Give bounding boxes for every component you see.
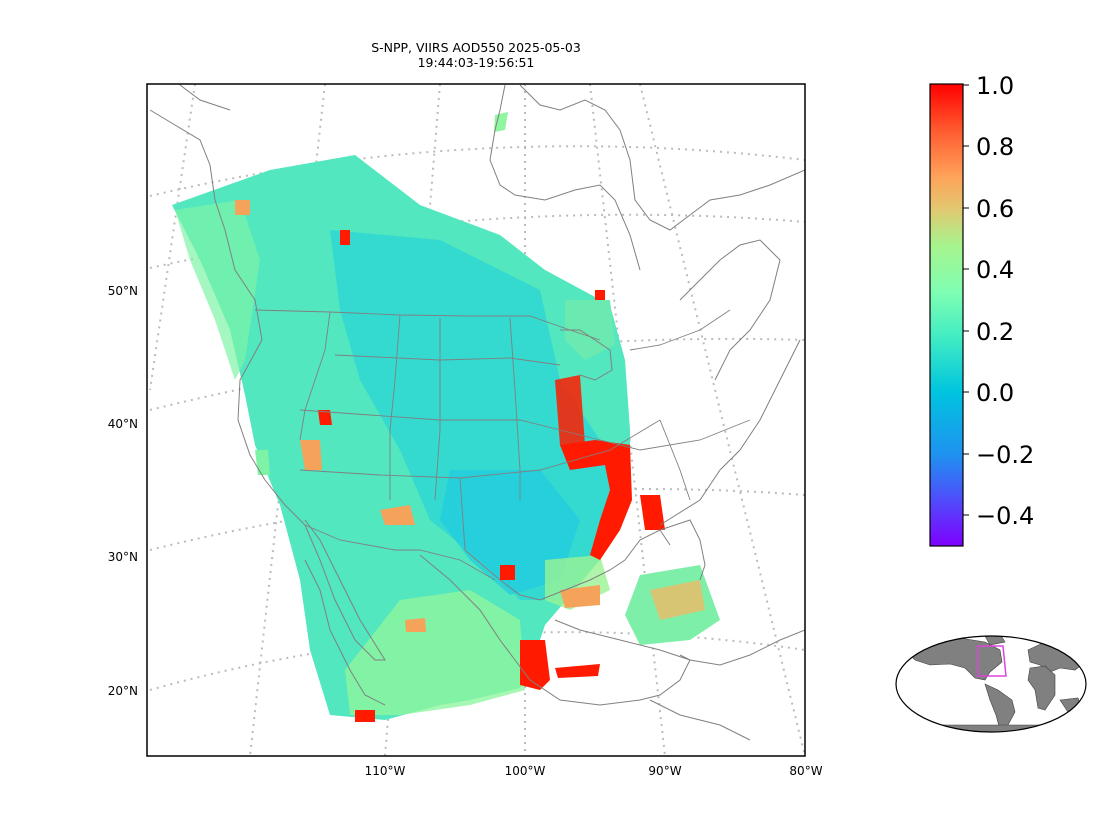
coastline-labrador xyxy=(679,239,781,381)
aod-high-baja-tip xyxy=(355,710,375,722)
aod-medium-bc xyxy=(235,200,250,215)
inset-region-box xyxy=(977,645,1007,677)
lat-label-40: 40°N xyxy=(108,417,138,431)
lat-label-50: 50°N xyxy=(108,284,138,298)
coastline-atlantic xyxy=(659,339,801,526)
colorbar-label-0-6: 0.6 xyxy=(976,195,1014,223)
graticule-lat-60 xyxy=(149,145,805,197)
aod-swath-gulf-east-high xyxy=(650,580,705,620)
border-state-9 xyxy=(559,419,751,451)
colorbar: 1.0 0.8 0.6 0.4 0.2 0.0 −0.2 −0.4 xyxy=(929,72,1034,547)
coastline-cuba xyxy=(554,619,805,666)
colorbar-gradient xyxy=(929,83,964,547)
lon-label-100w: 100°W xyxy=(505,764,546,778)
colorbar-label-0-4: 0.4 xyxy=(976,256,1014,284)
border-state-10 xyxy=(629,309,731,351)
aod-medium-mexico xyxy=(405,618,426,632)
coastline-baja xyxy=(304,559,386,706)
colorbar-label-1-0: 1.0 xyxy=(976,72,1014,100)
aod-high-texas xyxy=(500,565,515,580)
title-line-2: 19:44:03-19:56:51 xyxy=(417,55,535,70)
coastline-central-america xyxy=(649,699,751,741)
inset-africa xyxy=(1027,665,1056,711)
graticule-lat-30 xyxy=(149,488,805,551)
coastline-hudson-bay xyxy=(489,84,641,271)
map-title: S-NPP, VIIRS AOD550 2025-05-03 19:44:03-… xyxy=(300,40,652,70)
coastline-quebec xyxy=(519,84,805,231)
political-borders xyxy=(254,309,751,581)
coastline-great-lakes xyxy=(560,329,613,381)
lon-label-110w: 110°W xyxy=(365,764,406,778)
lat-labels: 50°N 40°N 30°N 20°N xyxy=(108,284,138,698)
colorbar-label-0-0: 0.0 xyxy=(976,379,1014,407)
coastline-mexico-gulf xyxy=(419,554,691,706)
aod-high-veracruz xyxy=(520,640,550,690)
graticule-lon-130 xyxy=(149,84,196,391)
colorbar-label-neg-0-4: −0.4 xyxy=(976,502,1034,530)
coastline-florida xyxy=(659,519,706,581)
lat-label-20: 20°N xyxy=(108,684,138,698)
colorbar-label-neg-0-2: −0.2 xyxy=(976,441,1034,469)
coastline-alaska xyxy=(179,84,231,111)
coastlines xyxy=(149,84,805,741)
border-state-2 xyxy=(389,314,401,500)
map-frame xyxy=(146,83,806,757)
lat-label-30: 30°N xyxy=(108,550,138,564)
border-state-1 xyxy=(299,311,331,441)
border-us-mexico xyxy=(304,524,496,581)
inset-frame xyxy=(895,635,1087,733)
colorbar-label-0-8: 0.8 xyxy=(976,133,1014,161)
aod-swath-west-region xyxy=(175,200,260,380)
lon-labels: 110°W 100°W 90°W 80°W xyxy=(365,764,823,778)
aod-medium-values xyxy=(235,200,600,632)
aod-high-southeast xyxy=(640,495,665,530)
border-state-3 xyxy=(434,318,441,501)
aod-swath-mexico-region xyxy=(345,590,525,715)
aod-high-lake-michigan xyxy=(555,375,585,445)
coastline-pacific xyxy=(149,109,386,661)
border-state-11 xyxy=(659,419,691,501)
border-state-8 xyxy=(459,477,501,581)
aod-medium-gulf xyxy=(560,585,600,608)
aod-high-midwest-plume xyxy=(560,440,632,560)
aod-high-yucatan-strip xyxy=(555,664,600,678)
border-state-5 xyxy=(299,409,561,431)
title-line-1: S-NPP, VIIRS AOD550 2025-05-03 xyxy=(371,40,581,55)
lon-label-80w: 80°W xyxy=(789,764,822,778)
map-panel xyxy=(146,83,806,757)
graticule-lat-50 xyxy=(149,213,805,269)
aod-medium-arizona xyxy=(380,505,415,525)
lon-label-90w: 90°W xyxy=(648,764,681,778)
aod-high-ontario xyxy=(595,290,605,300)
aod-high-canada xyxy=(340,230,350,245)
colorbar-label-0-2: 0.2 xyxy=(976,318,1014,346)
coastline-gulf-north xyxy=(499,529,671,601)
aod-medium-nevada xyxy=(300,440,322,470)
aod-patch-hudson xyxy=(494,112,508,132)
world-locator-inset xyxy=(895,635,1087,733)
border-state-7 xyxy=(334,354,561,366)
graticule-lon-90 xyxy=(589,84,666,756)
aod-swath xyxy=(172,112,720,720)
colorbar-ticks xyxy=(963,84,969,516)
aod-high-utah xyxy=(318,410,332,425)
border-state-4 xyxy=(509,317,521,500)
